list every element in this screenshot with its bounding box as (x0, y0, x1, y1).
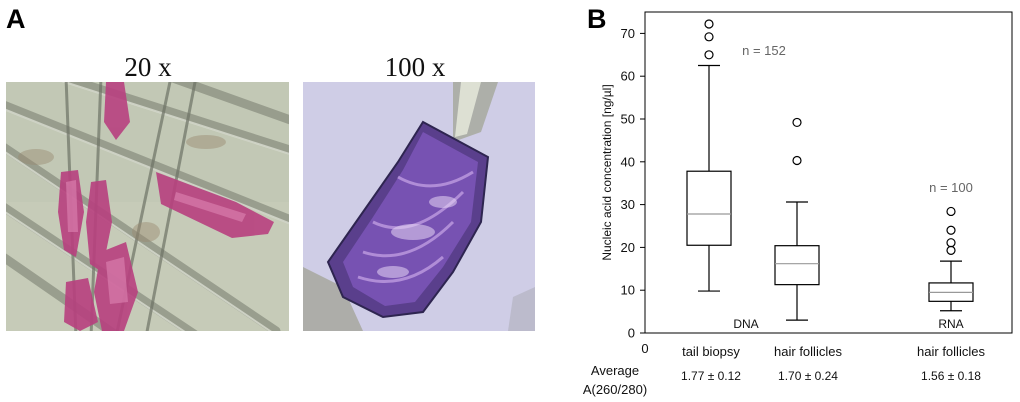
y-tick-label: 0 (628, 326, 635, 341)
outlier-point (946, 206, 956, 217)
plot-frame (644, 11, 1013, 334)
micrograph-20x (6, 82, 289, 331)
box (686, 170, 732, 246)
x-origin-label: 0 (641, 341, 648, 356)
y-tick-label: 60 (621, 69, 635, 84)
group-label-rna: RNA (938, 317, 963, 331)
average-value: 1.70 ± 0.24 (778, 369, 838, 383)
n-label-dna: n = 152 (742, 43, 786, 58)
outlier-point (792, 117, 802, 128)
y-tick-label: 70 (621, 26, 635, 41)
y-tick-label: 10 (621, 283, 635, 298)
group-label-dna: DNA (733, 317, 758, 331)
panel-b-letter: B (587, 4, 607, 34)
box-plot: 0 10 20 30 40 50 60 70 0 Nucleic acid concentrati… (583, 11, 1013, 397)
outlier-point (704, 19, 714, 29)
category-label: hair follicles (774, 344, 842, 359)
y-tick-label: 50 (621, 112, 635, 127)
average-label-line2: A(260/280) (583, 382, 647, 397)
outlier-point (792, 155, 802, 166)
average-value: 1.77 ± 0.12 (681, 369, 741, 383)
y-axis-label: Nucleic acid concentration [ng/µl] (600, 84, 614, 260)
outlier-point (704, 50, 714, 60)
y-tick-label: 20 (621, 240, 635, 255)
average-value: 1.56 ± 0.18 (921, 369, 981, 383)
category-label: hair follicles (917, 344, 985, 359)
y-tick-label: 30 (621, 197, 635, 212)
magnification-label-100x: 100 x (384, 52, 446, 82)
n-label-rna: n = 100 (929, 180, 973, 195)
outlier-point (946, 245, 956, 255)
panel-a-letter: A (6, 4, 26, 34)
outlier-point (946, 225, 956, 235)
outlier-point (704, 32, 714, 42)
magnification-label-20x: 20 x (124, 52, 172, 82)
box (774, 245, 820, 286)
y-tick-label: 40 (621, 154, 635, 169)
micrograph-100x (303, 82, 535, 331)
outlier-point (946, 238, 956, 248)
average-label-line1: Average (591, 363, 639, 378)
category-label: tail biopsy (682, 344, 740, 359)
